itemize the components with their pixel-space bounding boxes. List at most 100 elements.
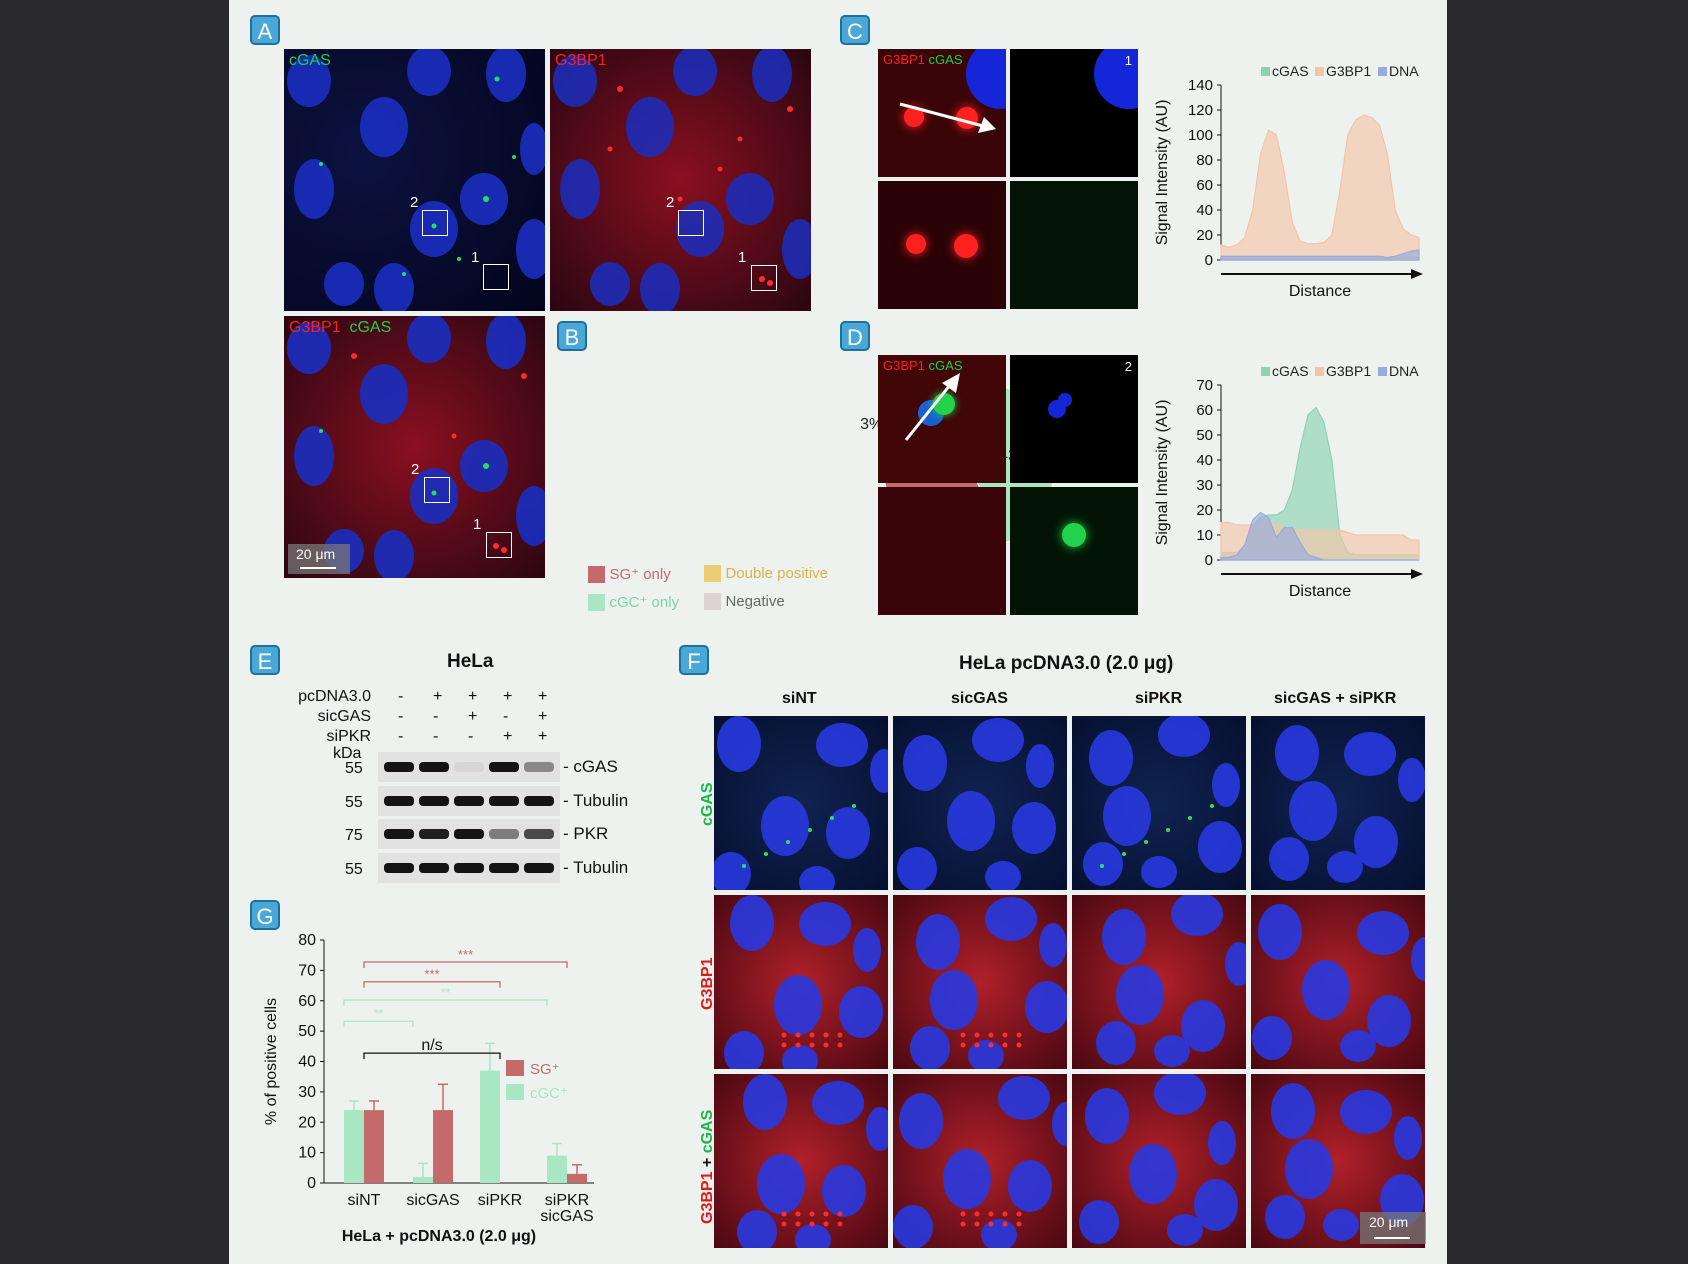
y-tick-label: 0 bbox=[1205, 552, 1213, 569]
legend-swatch bbox=[1378, 67, 1387, 76]
panel-c-cgas bbox=[1010, 181, 1138, 309]
panel-d-g3bp1 bbox=[878, 487, 1006, 615]
pie-slice-label: 3% bbox=[860, 416, 883, 433]
treatment-sign: - bbox=[433, 728, 439, 745]
line-profile-arrow bbox=[899, 102, 996, 133]
blot-band bbox=[384, 796, 414, 806]
panel-d-label: G3BP1 cGAS bbox=[883, 358, 963, 373]
significance-bracket bbox=[343, 999, 548, 1006]
y-tick-label: 40 bbox=[1196, 202, 1213, 219]
series-area-dna bbox=[1220, 511, 1419, 561]
legend-swatch bbox=[1261, 67, 1270, 76]
y-tick-label: 40 bbox=[298, 1054, 316, 1071]
x-axis-label: Distance bbox=[1289, 283, 1351, 300]
micrograph-tile bbox=[893, 716, 1067, 890]
micrograph-tile bbox=[1072, 716, 1246, 890]
panel-e-title: HeLa bbox=[447, 651, 494, 672]
series-area-g3bp1 bbox=[1220, 114, 1420, 261]
y-tick-label: 0 bbox=[307, 1175, 316, 1192]
col-sint: siNT bbox=[782, 690, 817, 707]
treatment-sign: + bbox=[503, 728, 513, 745]
treatment-sign: + bbox=[538, 728, 548, 745]
panel-a-cgas-label: cGAS bbox=[289, 52, 331, 69]
blot-band bbox=[419, 762, 449, 772]
micrograph-tile bbox=[893, 1074, 1067, 1248]
mw-marker: 75 bbox=[345, 827, 363, 844]
y-tick-label: 120 bbox=[1188, 102, 1213, 119]
panel-a-merge-image: G3BP1 cGAS 2 1 20 μm bbox=[284, 316, 545, 578]
western-blots: 55 - cGAS 55 - Tubulin 75 - PKR 55 - Tubulin bbox=[229, 752, 629, 884]
panel-d-merge: G3BP1 cGAS bbox=[878, 355, 1006, 483]
significance-label: *** bbox=[458, 947, 473, 962]
blot-band bbox=[419, 863, 449, 873]
legend-label: SG⁺ bbox=[530, 1061, 560, 1078]
legend-swatch bbox=[588, 566, 605, 584]
treatment-sign: - bbox=[468, 728, 474, 745]
blot-band bbox=[454, 863, 484, 873]
legend-label: cGAS bbox=[1272, 363, 1309, 379]
panel-a-merge-label: G3BP1 cGAS bbox=[289, 319, 392, 336]
line-profile-arrow bbox=[904, 373, 960, 441]
panel-c-index: 1 bbox=[1124, 53, 1132, 68]
panel-f-title: HeLa pcDNA3.0 (2.0 μg) bbox=[959, 653, 1174, 674]
x-axis-label: Distance bbox=[1289, 583, 1351, 600]
treatment-sign: + bbox=[503, 688, 513, 705]
blot-band bbox=[454, 829, 484, 839]
col-sipkr: siPKR bbox=[1135, 690, 1183, 707]
y-tick-label: 20 bbox=[298, 1114, 316, 1131]
micrograph-tile bbox=[1251, 716, 1425, 890]
legend-swatch bbox=[704, 565, 721, 583]
roi-label-1c: 1 bbox=[473, 516, 482, 533]
panel-c-g3bp1 bbox=[878, 181, 1006, 309]
legend-swatch bbox=[1315, 367, 1324, 376]
bar-sg bbox=[567, 1173, 587, 1183]
panel-c-merge: G3BP1 cGAS bbox=[878, 49, 1006, 177]
y-tick-label: 0 bbox=[1205, 252, 1213, 269]
blot-band bbox=[489, 762, 519, 772]
f-scalebar-line bbox=[1374, 1237, 1410, 1239]
micrograph-tile bbox=[714, 895, 888, 1069]
blot-strip bbox=[378, 752, 560, 782]
y-tick-label: 140 bbox=[1188, 77, 1213, 94]
roi-box-1b bbox=[751, 265, 777, 291]
significance-label: n/s bbox=[421, 1037, 442, 1054]
legend-swatch bbox=[1378, 367, 1387, 376]
y-tick-label: 30 bbox=[298, 1084, 316, 1101]
treatment-sign: + bbox=[468, 708, 478, 725]
treatment-label: sicGAS bbox=[317, 708, 371, 725]
blot-band bbox=[489, 796, 519, 806]
y-tick-label: 100 bbox=[1188, 127, 1213, 144]
legend-cgc: cGC⁺ only bbox=[588, 593, 679, 612]
micrograph-tile bbox=[1072, 895, 1246, 1069]
roi-label-1b: 1 bbox=[738, 249, 747, 266]
granule bbox=[904, 107, 924, 127]
micrograph-grid bbox=[714, 716, 1430, 1248]
y-axis-label: % of positive cells bbox=[263, 998, 280, 1125]
bar-cgc bbox=[413, 1176, 433, 1183]
y-axis-label: Signal Intensity (AU) bbox=[1154, 400, 1171, 546]
legend-label: DNA bbox=[1389, 63, 1419, 79]
blot-band bbox=[419, 796, 449, 806]
mw-marker: 55 bbox=[345, 794, 363, 811]
legend-sg: SG⁺ only bbox=[588, 565, 671, 584]
significance-label: ** bbox=[373, 1006, 383, 1021]
blot-strip bbox=[378, 819, 560, 849]
treatment-sign: + bbox=[433, 688, 443, 705]
panel-f-badge: F bbox=[679, 645, 709, 675]
blot-strip bbox=[378, 786, 560, 816]
x-axis-arrowhead bbox=[1411, 269, 1423, 279]
x-tick-label: siPKR bbox=[545, 1192, 589, 1209]
treatment-sign: - bbox=[503, 708, 509, 725]
treatment-sign: - bbox=[398, 708, 404, 725]
significance-label: ** bbox=[440, 985, 450, 1000]
significance-label: *** bbox=[424, 967, 439, 982]
col-both: sicGAS + siPKR bbox=[1274, 690, 1397, 707]
y-axis-label: Signal Intensity (AU) bbox=[1154, 100, 1171, 246]
treatment-table: pcDNA3.0 - + + + + sicGAS - - + - + siPKR - - - + + bbox=[259, 688, 589, 748]
y-tick-label: 70 bbox=[1196, 377, 1213, 394]
nucleus bbox=[1058, 393, 1072, 407]
blot-band bbox=[524, 796, 554, 806]
granule bbox=[954, 234, 978, 258]
panel-d-dna: 2 bbox=[1010, 355, 1138, 483]
blot-band bbox=[384, 829, 414, 839]
